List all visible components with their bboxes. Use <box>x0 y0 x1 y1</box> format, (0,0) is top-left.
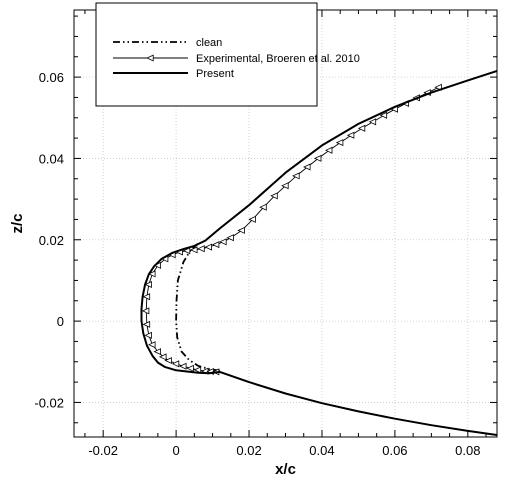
legend-marker <box>146 54 154 62</box>
y-axis-title: z/c <box>9 213 26 233</box>
x-tick-label: 0.06 <box>382 443 407 458</box>
axis-layer: -0.02 0 0.02 0.04 0.06 0.08 -0.02 0 0.02 0.04 0.06 <box>34 10 497 458</box>
data-point-marker <box>313 154 322 162</box>
data-point-marker <box>158 353 167 361</box>
data-point-marker <box>164 357 172 365</box>
x-axis-title: x/c <box>275 461 296 478</box>
data-point-marker <box>144 331 152 339</box>
data-point-marker <box>324 146 333 154</box>
y-tick-label: 0.02 <box>39 233 64 248</box>
data-point-marker <box>219 238 227 246</box>
data-point-marker <box>148 270 156 278</box>
legend-label-2: Present <box>196 68 234 80</box>
y-tick-label: 0.04 <box>39 151 64 166</box>
data-point-marker <box>368 118 377 126</box>
x-tick-label: 0.02 <box>236 443 261 458</box>
data-point-marker <box>303 163 311 171</box>
x-tick-label: 0 <box>172 443 179 458</box>
data-point-marker <box>259 203 267 211</box>
data-point-marker <box>379 111 388 119</box>
data-point-marker <box>179 362 187 370</box>
series-line-0 <box>175 243 221 372</box>
data-point-marker <box>204 243 213 251</box>
data-point-marker <box>281 182 289 190</box>
x-tick-label: 0.04 <box>309 443 334 458</box>
data-point-marker <box>171 360 180 368</box>
y-tick-label: 0 <box>57 314 64 329</box>
data-point-marker <box>182 247 191 255</box>
data-point-marker <box>346 131 355 139</box>
legend-label-0: clean <box>196 37 222 49</box>
series-layer <box>140 70 497 436</box>
data-point-marker <box>197 245 205 253</box>
data-point-marker <box>270 192 278 200</box>
data-point-marker <box>357 124 366 132</box>
y-tick-label: 0.06 <box>39 70 64 85</box>
data-point-marker <box>335 139 344 147</box>
legend-items: clean Experimental, Broeren et al. 2010 Pr… <box>113 37 360 80</box>
data-point-marker <box>186 364 194 372</box>
data-point-marker <box>292 172 300 180</box>
data-point-marker <box>142 320 151 328</box>
data-point-marker <box>193 366 202 374</box>
data-point-marker <box>211 241 220 249</box>
y-tick-label: -0.02 <box>34 395 64 410</box>
data-point-marker <box>153 348 162 356</box>
x-tick-label: -0.02 <box>88 443 118 458</box>
series-line-2 <box>140 70 497 436</box>
legend: clean Experimental, Broeren et al. 2010 Pr… <box>95 2 360 107</box>
data-point-marker <box>144 280 152 289</box>
data-point-marker <box>189 246 198 254</box>
legend-label-1: Experimental, Broeren et al. 2010 <box>196 53 360 65</box>
x-tick-label: 0.08 <box>455 443 480 458</box>
data-point-marker <box>141 307 150 315</box>
data-point-marker <box>148 341 156 349</box>
data-point-marker <box>237 226 245 234</box>
data-point-marker <box>142 293 151 301</box>
data-point-marker <box>248 215 256 223</box>
data-point-marker <box>226 234 234 242</box>
legend-box <box>95 2 318 107</box>
